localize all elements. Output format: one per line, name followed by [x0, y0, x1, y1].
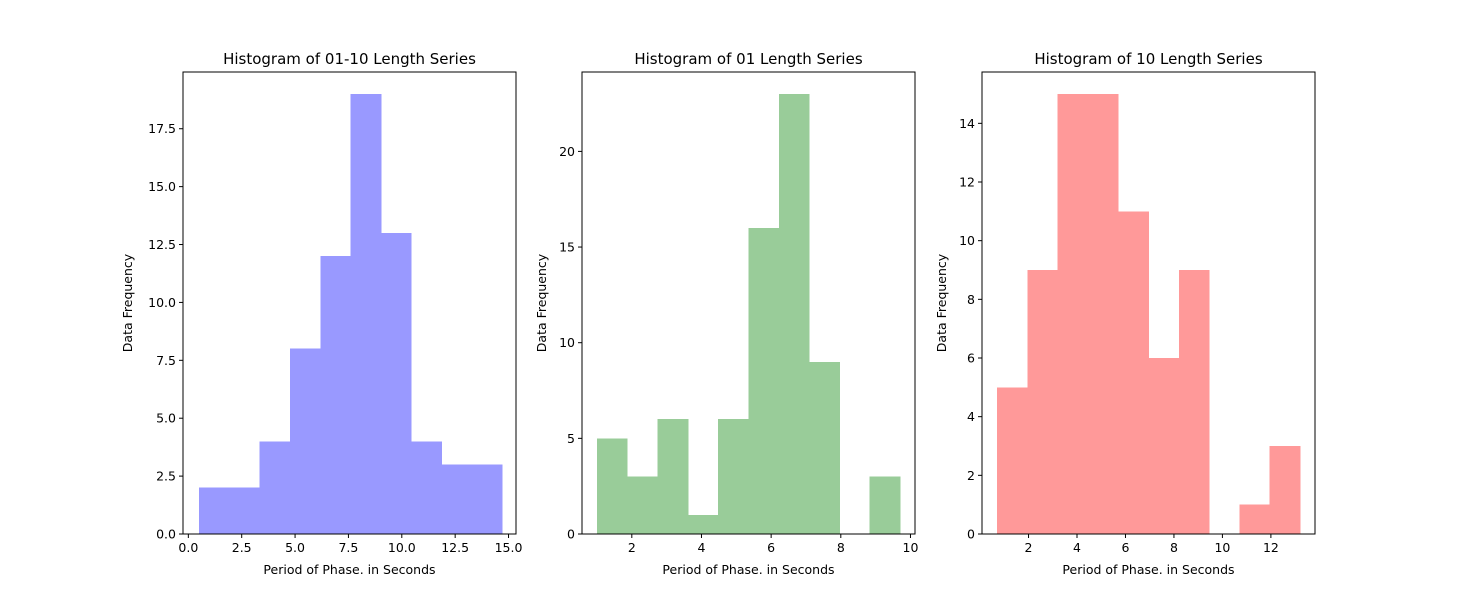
y-tick-label: 0: [967, 527, 975, 542]
y-tick-label: 2.5: [156, 469, 176, 484]
histogram-bar: [687, 514, 719, 534]
y-tick-label: 6: [967, 351, 975, 366]
histogram-bar: [259, 441, 291, 534]
histogram-bar: [289, 348, 321, 534]
x-tick-label: 12.5: [441, 540, 469, 555]
y-axis-ticks: 0 2 4 6 8 10 12 14: [959, 116, 982, 542]
histogram-bar: [1269, 446, 1301, 534]
histogram-bar: [1118, 211, 1149, 535]
histogram-bar: [809, 361, 840, 534]
x-axis-label: Period of Phase. in Seconds: [263, 562, 435, 577]
histogram-bar: [748, 227, 780, 535]
histogram-bar: [380, 232, 412, 534]
histogram-panel-01-10: Histogram of 01-10 Length Series Period …: [120, 50, 522, 577]
y-tick-label: 10.0: [148, 295, 176, 310]
histogram-bar: [320, 256, 351, 534]
y-axis-label: Data Frequency: [120, 253, 135, 352]
x-tick-label: 10.0: [388, 540, 416, 555]
x-tick-label: 15.0: [495, 540, 523, 555]
x-tick-label: 10: [903, 540, 919, 555]
x-tick-label: 8: [837, 540, 845, 555]
bars: [199, 94, 503, 534]
y-tick-label: 7.5: [156, 353, 176, 368]
plot-frame: [581, 71, 916, 535]
y-tick-label: 20: [559, 144, 575, 159]
y-axis-ticks: 0 5 10 15 20: [559, 144, 582, 542]
y-tick-label: 0.0: [156, 527, 176, 542]
histogram-bar: [657, 419, 689, 534]
y-tick-label: 12: [959, 175, 975, 190]
bars: [596, 94, 901, 535]
chart-title: Histogram of 01 Length Series: [634, 50, 862, 68]
x-tick-label: 10: [1214, 540, 1230, 555]
x-tick-label: 6: [767, 540, 775, 555]
chart-title: Histogram of 10 Length Series: [1034, 50, 1262, 68]
chart-title: Histogram of 01-10 Length Series: [223, 50, 476, 68]
histogram-panel-10: Histogram of 10 Length Series Period of …: [934, 50, 1316, 577]
histogram-bar: [627, 476, 658, 534]
y-tick-label: 5.0: [156, 411, 176, 426]
y-axis-ticks: 0.0 2.5 5.0 7.5 10.0 12.5 15.0 17.5: [148, 121, 183, 542]
histogram-bar: [1087, 94, 1119, 534]
y-tick-label: 8: [967, 292, 975, 307]
x-tick-label: 2.5: [232, 540, 252, 555]
histogram-bar: [718, 419, 749, 534]
x-tick-label: 2: [1025, 540, 1033, 555]
y-tick-label: 10: [959, 233, 975, 248]
x-tick-label: 7.5: [338, 540, 358, 555]
histogram-bar: [411, 441, 442, 534]
x-axis-ticks: 2 4 6 8 10: [628, 534, 919, 555]
x-tick-label: 5.0: [285, 540, 305, 555]
x-axis-ticks: 0.0 2.5 5.0 7.5 10.0 12.5 15.0: [178, 534, 522, 555]
y-tick-label: 15: [559, 240, 575, 255]
y-tick-label: 17.5: [148, 121, 176, 136]
y-tick-label: 14: [959, 116, 975, 131]
histogram-panel-01: Histogram of 01 Length Series Period of …: [534, 50, 918, 577]
histogram-bar: [1148, 358, 1180, 534]
histogram-bar: [471, 464, 503, 534]
x-tick-label: 12: [1263, 540, 1279, 555]
plot-frame: [182, 71, 517, 535]
histogram-bar: [997, 387, 1028, 534]
x-axis-label: Period of Phase. in Seconds: [662, 562, 834, 577]
histogram-bar: [1027, 270, 1059, 534]
y-tick-label: 4: [967, 409, 975, 424]
histogram-bar: [1178, 270, 1210, 534]
histogram-bar: [869, 476, 901, 534]
x-tick-label: 0.0: [178, 540, 198, 555]
x-axis-label: Period of Phase. in Seconds: [1062, 562, 1234, 577]
histogram-bar: [596, 438, 628, 534]
y-tick-label: 5: [567, 431, 575, 446]
y-tick-label: 2: [967, 468, 975, 483]
bars: [997, 94, 1301, 535]
histogram-bar: [1057, 94, 1089, 534]
histogram-bar: [350, 94, 382, 534]
y-tick-label: 12.5: [148, 237, 176, 252]
x-tick-label: 6: [1121, 540, 1129, 555]
x-tick-label: 2: [628, 540, 636, 555]
plot-frame: [981, 71, 1316, 535]
x-tick-label: 8: [1170, 540, 1178, 555]
histogram-bar: [1239, 504, 1271, 534]
y-tick-label: 15.0: [148, 179, 176, 194]
x-axis-ticks: 2 4 6 8 10 12: [1025, 534, 1279, 555]
x-tick-label: 4: [697, 540, 705, 555]
y-tick-label: 0: [567, 527, 575, 542]
histogram-bar: [229, 487, 261, 534]
histogram-bar: [199, 487, 230, 534]
y-tick-label: 10: [559, 335, 575, 350]
histogram-bar: [778, 94, 810, 534]
histogram-bar: [441, 464, 473, 534]
y-axis-label: Data Frequency: [934, 253, 949, 352]
y-axis-label: Data Frequency: [534, 253, 549, 352]
x-tick-label: 4: [1073, 540, 1081, 555]
